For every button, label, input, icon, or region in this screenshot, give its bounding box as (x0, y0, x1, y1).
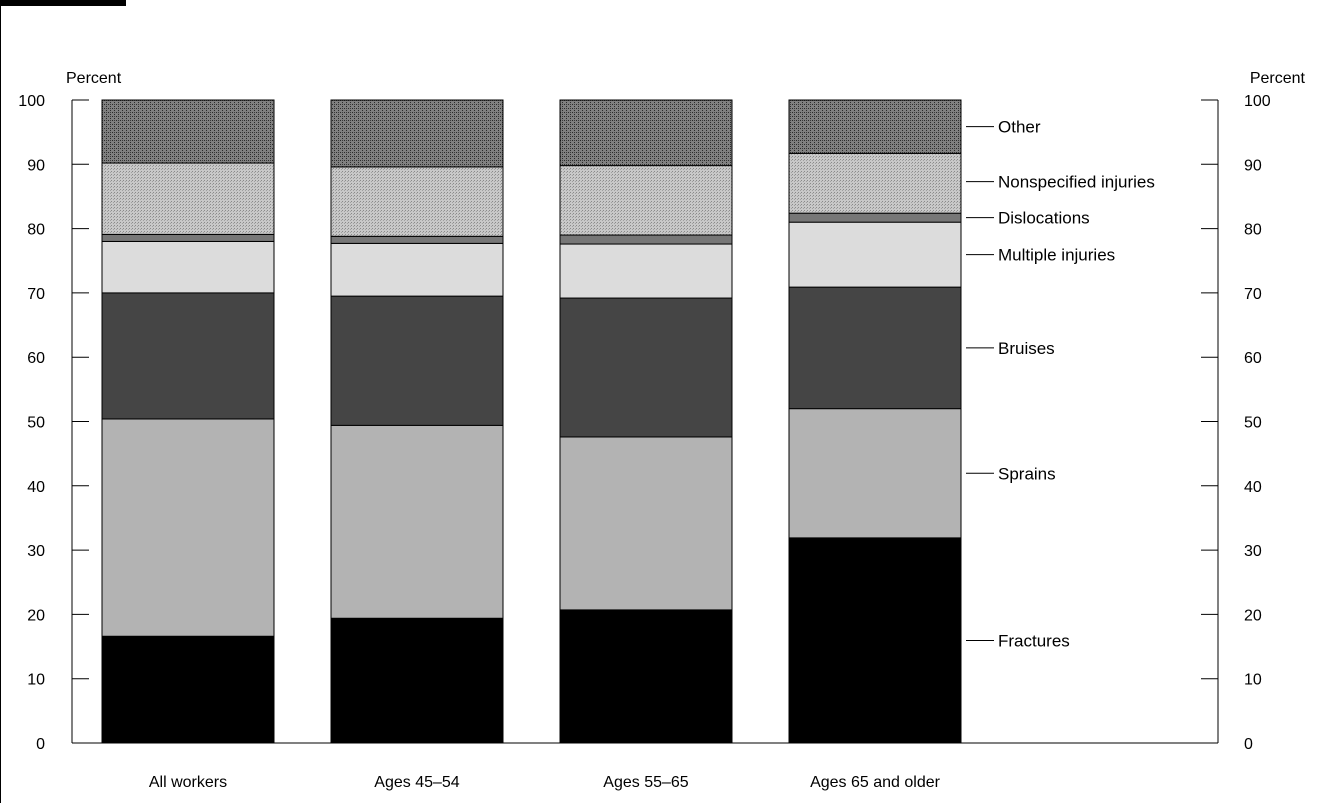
legend-layer: Fractures Sprains Bruises Multiple injuries… (966, 118, 1155, 650)
bar-segment-other-ages-45-54 (330, 99, 504, 168)
y-tick-label-right-30: 30 (1244, 543, 1262, 560)
y-tick-label-right-90: 90 (1244, 157, 1262, 174)
bar-segment-nonspecified-injuries-ages-55-65 (559, 165, 733, 236)
y-tick-label-left-0: 0 (36, 736, 45, 753)
bar-segment-sprains-ages-45-54 (330, 424, 504, 619)
legend-label-sprains: Sprains (998, 464, 1056, 483)
corner-tab (0, 0, 126, 6)
bar-segment-nonspecified-injuries-ages-65-and-older (788, 152, 962, 214)
bar-segment-multiple-injuries-ages-55-65 (559, 243, 733, 299)
y-tick-label-left-70: 70 (27, 286, 45, 303)
legend-label-nonspecified-injuries: Nonspecified injuries (998, 173, 1155, 192)
bar-segment-sprains-all-workers (101, 418, 275, 637)
y-axis-label-left: Percent (66, 70, 122, 87)
x-tick-label-all-workers: All workers (149, 774, 227, 791)
bar-segment-fractures-ages-45-54 (330, 617, 504, 744)
y-tick-label-left-30: 30 (27, 543, 45, 560)
bar-segment-dislocations-ages-55-65 (559, 234, 733, 245)
bar-segment-sprains-ages-65-and-older (788, 408, 962, 539)
x-tick-label-ages-55-65: Ages 55–65 (603, 774, 689, 791)
bar-segment-dislocations-ages-65-and-older (788, 212, 962, 223)
bar-segment-fractures-all-workers (101, 635, 275, 744)
y-tick-label-right-50: 50 (1244, 415, 1262, 432)
y-tick-label-left-50: 50 (27, 415, 45, 432)
y-tick-label-left-10: 10 (27, 672, 45, 689)
y-tick-label-left-60: 60 (27, 350, 45, 367)
y-tick-label-right-100: 100 (1244, 93, 1271, 110)
y-tick-label-right-20: 20 (1244, 607, 1262, 624)
y-tick-label-left-40: 40 (27, 479, 45, 496)
legend-label-fractures: Fractures (998, 631, 1070, 650)
legend-label-bruises: Bruises (998, 339, 1055, 358)
legend-label-multiple-injuries: Multiple injuries (998, 246, 1115, 265)
bar-segment-dislocations-ages-45-54 (330, 235, 504, 244)
y-tick-label-right-40: 40 (1244, 479, 1262, 496)
y-tick-label-left-100: 100 (18, 93, 45, 110)
bars-layer (101, 99, 962, 744)
legend-label-dislocations: Dislocations (998, 209, 1090, 228)
y-tick-label-left-20: 20 (27, 607, 45, 624)
bar-segment-nonspecified-injuries-all-workers (101, 162, 275, 235)
legend-label-other: Other (998, 118, 1041, 137)
y-tick-label-right-80: 80 (1244, 222, 1262, 239)
bar-segment-bruises-ages-55-65 (559, 297, 733, 438)
bar-segment-multiple-injuries-all-workers (101, 240, 275, 294)
bar-segment-bruises-ages-65-and-older (788, 286, 962, 410)
bar-segment-bruises-ages-45-54 (330, 295, 504, 426)
bar-segment-multiple-injuries-ages-65-and-older (788, 221, 962, 288)
bar-segment-bruises-all-workers (101, 292, 275, 420)
bar-segment-multiple-injuries-ages-45-54 (330, 242, 504, 297)
bar-segment-sprains-ages-55-65 (559, 436, 733, 611)
y-tick-label-right-70: 70 (1244, 286, 1262, 303)
y-axis-label-right: Percent (1250, 70, 1306, 87)
y-tick-label-right-0: 0 (1244, 736, 1253, 753)
y-tick-label-left-90: 90 (27, 157, 45, 174)
bar-segment-fractures-ages-55-65 (559, 609, 733, 744)
y-tick-label-left-80: 80 (27, 222, 45, 239)
bar-segment-dislocations-all-workers (101, 233, 275, 242)
bar-segment-other-all-workers (101, 99, 275, 164)
axes-layer: All workers Ages 45–54 Ages 55–65 Ages 65 a… (18, 93, 1271, 791)
bar-segment-other-ages-65-and-older (788, 99, 962, 154)
x-tick-label-ages-65-and-older: Ages 65 and older (810, 774, 941, 791)
bar-segment-nonspecified-injuries-ages-45-54 (330, 166, 504, 237)
y-tick-label-right-10: 10 (1244, 672, 1262, 689)
bar-segment-fractures-ages-65-and-older (788, 537, 962, 744)
y-tick-label-right-60: 60 (1244, 350, 1262, 367)
bar-segment-other-ages-55-65 (559, 99, 733, 167)
x-tick-label-ages-45-54: Ages 45–54 (374, 774, 460, 791)
